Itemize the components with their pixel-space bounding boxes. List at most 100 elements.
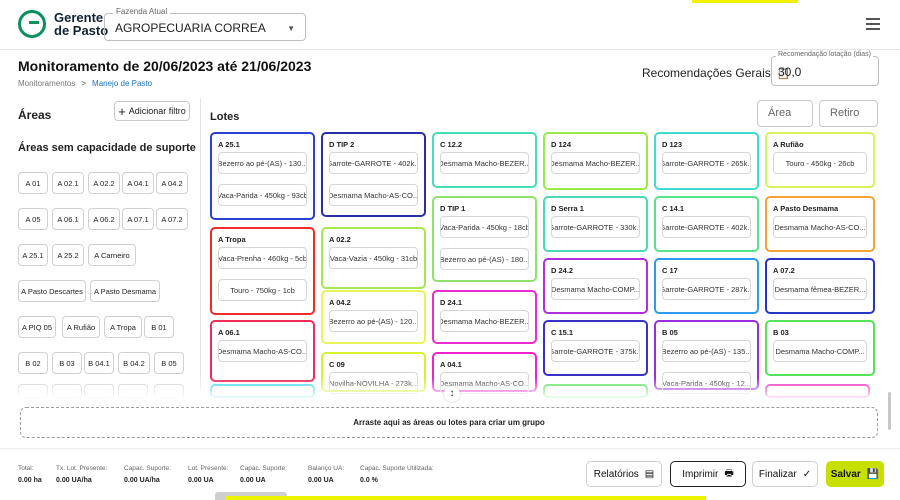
area-chip[interactable]: B 04.2	[118, 352, 150, 374]
farm-select-value: AGROPECUARIA CORREA	[115, 21, 266, 35]
lot-animal-row[interactable]: Desmama Macho-AS-CO...	[773, 216, 867, 238]
imprimir-button[interactable]: Imprimir 🖶	[670, 461, 746, 487]
lot-card[interactable]: A Rufião Touro - 450kg - 26cb	[765, 132, 875, 188]
lot-animal-row[interactable]: Vaca-Parida - 450kg - 18cb	[440, 216, 529, 238]
lot-card[interactable]: D TIP 2 Garrote-GARROTE - 402k... Desmama …	[321, 132, 426, 217]
scrollbar[interactable]	[888, 392, 891, 430]
recomendacao-lotacao-legend: Recomendação lotação (dias)	[776, 51, 873, 58]
area-chip[interactable]: A 05	[18, 208, 48, 230]
area-chip[interactable]: A 01	[18, 172, 48, 194]
area-chip[interactable]: A 02.2	[88, 172, 120, 194]
lot-animal-row[interactable]: Garrote-GARROTE - 375k...	[551, 340, 640, 362]
lot-card[interactable]: D 24.2 Desmama Macho-COMP...	[543, 258, 648, 314]
add-filter-button[interactable]: + Adicionar filtro	[114, 101, 190, 121]
lot-animal-row[interactable]: Bezerro ao pé-(AS) - 135...	[662, 340, 751, 362]
lot-animal-row[interactable]: Bezerro ao pé-(AS) - 120...	[329, 310, 418, 332]
relatorios-button[interactable]: Relatórios ▤	[586, 461, 662, 487]
area-chip[interactable]: A Pasto Descartes	[18, 280, 86, 302]
lot-animal-row[interactable]: Desmama Macho-COMP...	[551, 278, 640, 300]
salvar-button[interactable]: Salvar 💾	[826, 461, 884, 487]
lot-title: A 02.2	[329, 235, 351, 244]
lot-title: B 03	[773, 328, 789, 337]
area-chip[interactable]: B 04.1	[84, 352, 114, 374]
lot-card[interactable]: C 12.2 Desmama Macho-BEZER...	[432, 132, 537, 188]
footer-stat-value: 0.00 ha	[18, 477, 42, 484]
area-chip[interactable]: A PIQ 05	[18, 316, 56, 338]
lot-card[interactable]: A 25.1 Bezerro ao pé-(AS) - 130... Vaca-Pa…	[210, 132, 315, 220]
lot-animal-row[interactable]: Desmama Macho-BEZER...	[551, 152, 640, 174]
lot-animal-row[interactable]: Desmama Macho-BEZER...	[440, 310, 529, 332]
lot-animal-row[interactable]: Desmama fêmea-BEZER...	[773, 278, 867, 300]
salvar-label: Salvar	[830, 468, 861, 480]
area-chip[interactable]: A Tropa	[104, 316, 142, 338]
menu-icon[interactable]	[866, 18, 880, 30]
lot-card[interactable]: D 123 Garrote-GARROTE - 265k...	[654, 132, 759, 190]
lot-animal-row[interactable]: Desmama Macho-AS-CO...	[218, 340, 307, 362]
area-chip[interactable]: A 07.1	[122, 208, 154, 230]
lot-card[interactable]: A 04.2 Bezerro ao pé-(AS) - 120...	[321, 290, 426, 344]
lot-animal-row[interactable]: Bezerro ao pé-(AS) - 180...	[440, 248, 529, 270]
recomendacoes-gerais-button[interactable]: Recomendações Gerais 📋	[642, 66, 790, 80]
lot-card[interactable]: A 07.2 Desmama fêmea-BEZER...	[765, 258, 875, 314]
breadcrumb-item-monitoramentos[interactable]: Monitoramentos	[18, 79, 76, 88]
finalizar-button[interactable]: Finalizar ✓	[752, 461, 818, 487]
lot-animal-row[interactable]: Garrote-GARROTE - 330k...	[551, 216, 640, 238]
footer-stat-label: Balanço UA:	[308, 465, 345, 472]
lot-animal-row[interactable]: Desmama Macho-COMP...	[773, 340, 867, 362]
area-chip[interactable]: A 25.2	[52, 244, 84, 266]
area-chip[interactable]: A Rufião	[62, 316, 100, 338]
resize-handle-icon[interactable]: ↕	[444, 386, 460, 402]
area-chip[interactable]: A 04.1	[122, 172, 154, 194]
area-chip[interactable]: A 02.1	[52, 172, 84, 194]
lot-card[interactable]: D 24.1 Desmama Macho-BEZER...	[432, 290, 537, 344]
area-chip[interactable]: A 07.2	[156, 208, 188, 230]
lot-title: D 24.2	[551, 266, 574, 275]
lot-animal-row[interactable]: Vaca-Vazia - 450kg - 31cb	[329, 247, 418, 269]
area-filter-input[interactable]: Área	[757, 100, 813, 127]
lot-animal-row[interactable]: Garrote-GARROTE - 287k...	[662, 278, 751, 300]
lot-animal-row[interactable]: Desmama Macho-BEZER...	[440, 152, 529, 174]
area-chip[interactable]: B 02	[18, 352, 48, 374]
lot-card[interactable]: D Serra 1 Garrote-GARROTE - 330k...	[543, 196, 648, 252]
lot-animal-row[interactable]: Vaca-Prenha - 460kg - 5cb	[218, 247, 307, 269]
breadcrumb-chevron-icon: >	[81, 79, 87, 88]
retiro-filter-input[interactable]: Retiro	[819, 100, 878, 127]
area-chip[interactable]: B 01	[144, 316, 174, 338]
lot-card[interactable]: C 17 Garrote-GARROTE - 287k...	[654, 258, 759, 314]
lot-title: A Pasto Desmama	[773, 204, 839, 213]
lot-card[interactable]: D 124 Desmama Macho-BEZER...	[543, 132, 648, 190]
lot-animal-row[interactable]: Garrote-GARROTE - 402k...	[662, 216, 751, 238]
app-logo[interactable]: Gerente de Pasto	[18, 10, 108, 38]
lot-card[interactable]: C 15.1 Garrote-GARROTE - 375k...	[543, 320, 648, 376]
area-chip[interactable]: A 06.1	[52, 208, 84, 230]
area-chip[interactable]: A 25.1	[18, 244, 48, 266]
lot-card[interactable]: A Tropa Vaca-Prenha - 460kg - 5cb Touro - …	[210, 227, 315, 315]
area-chip[interactable]: B 05	[154, 352, 184, 374]
lot-animal-row[interactable]: Vaca-Parida - 450kg - 93cb	[218, 184, 307, 206]
lot-card[interactable]: A 06.1 Desmama Macho-AS-CO...	[210, 320, 315, 382]
area-chip[interactable]: A 06.2	[88, 208, 120, 230]
lot-animal-row[interactable]: Garrote-GARROTE - 265k...	[662, 152, 751, 174]
lot-animal-row[interactable]: Garrote-GARROTE - 402k...	[329, 152, 418, 174]
area-chip[interactable]: B 03	[52, 352, 82, 374]
group-dropzone[interactable]: Arraste aqui as áreas ou lotes para cria…	[20, 407, 878, 438]
lot-title: A 06.1	[218, 328, 240, 337]
lot-animal-row[interactable]: Touro - 450kg - 26cb	[773, 152, 867, 174]
lot-card[interactable]: A 02.2 Vaca-Vazia - 450kg - 31cb	[321, 227, 426, 289]
lot-card[interactable]: A Pasto Desmama Desmama Macho-AS-CO...	[765, 196, 875, 252]
recomendacao-lotacao-field[interactable]: Recomendação lotação (dias) 30,0	[771, 51, 879, 86]
lot-animal-row[interactable]: Bezerro ao pé-(AS) - 130...	[218, 152, 307, 174]
farm-select[interactable]: Fazenda Atual AGROPECUARIA CORREA ▼	[104, 7, 306, 41]
footer-stat: Lot. Presente: 0.00 UA	[188, 465, 228, 484]
lot-card[interactable]: D TIP 1 Vaca-Parida - 450kg - 18cb Bezerro…	[432, 196, 537, 282]
area-chip[interactable]: A Pasto Desmama	[90, 280, 160, 302]
breadcrumb-item-manejo[interactable]: Manejo de Pasto	[92, 79, 153, 88]
area-chip[interactable]: A 04.2	[156, 172, 188, 194]
lot-title: D TIP 2	[329, 140, 355, 149]
lot-animal-row[interactable]: Touro - 750kg - 1cb	[218, 279, 307, 301]
lot-card[interactable]: B 03 Desmama Macho-COMP...	[765, 320, 875, 376]
lot-title: A 25.1	[218, 140, 240, 149]
area-chip[interactable]: A Carneiro	[88, 244, 136, 266]
lot-animal-row[interactable]: Desmama Macho-AS-CO...	[329, 184, 418, 206]
lot-card[interactable]: C 14.1 Garrote-GARROTE - 402k...	[654, 196, 759, 252]
